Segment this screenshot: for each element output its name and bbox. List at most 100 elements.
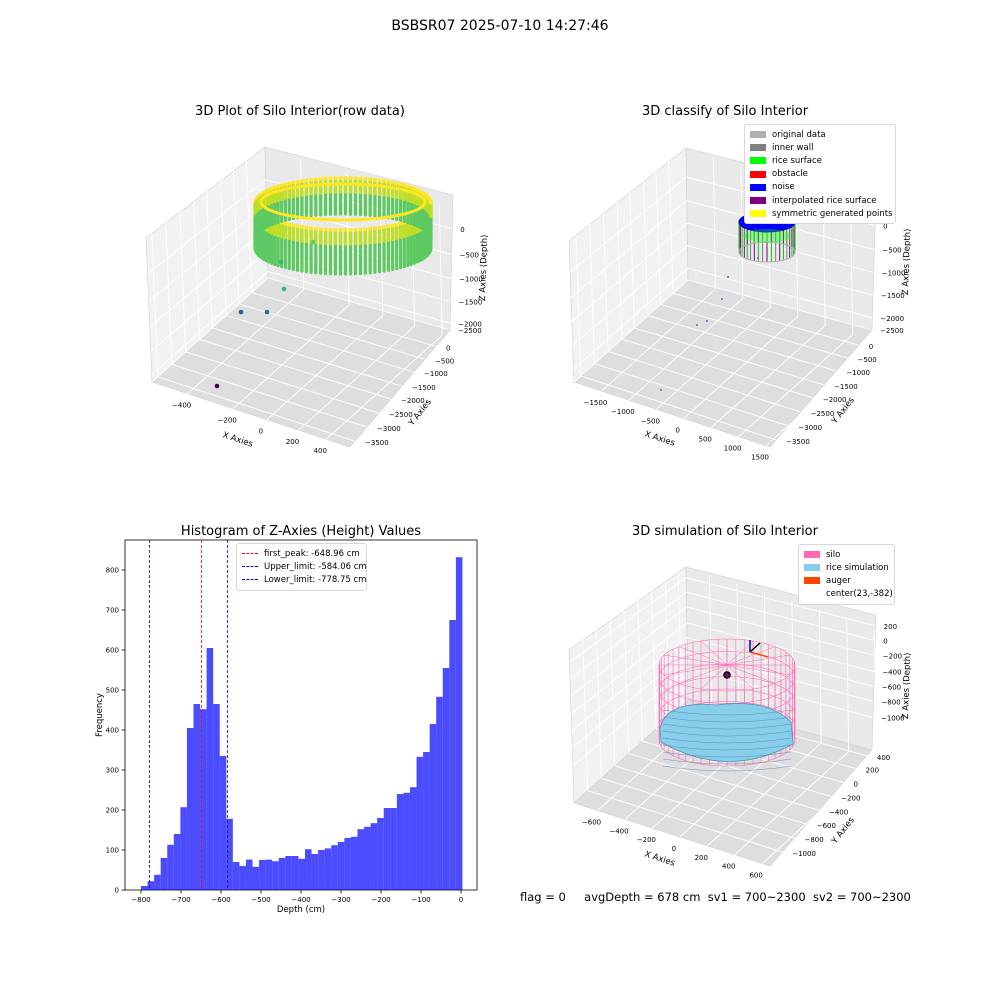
chart1-ylabel: Y Axies xyxy=(406,397,434,429)
y-tick-label: −200 xyxy=(841,794,860,802)
surface-point xyxy=(429,202,433,206)
histogram-bar xyxy=(318,850,325,890)
histogram-bar xyxy=(350,836,358,890)
histogram-bar xyxy=(429,724,437,890)
surface-point xyxy=(295,179,300,184)
surface-point xyxy=(394,181,399,186)
y-tick-label: −2000 xyxy=(823,396,847,404)
silo-ring xyxy=(658,713,796,767)
outlier-point xyxy=(278,259,284,265)
legend-swatch xyxy=(750,197,766,205)
center-marker-inner xyxy=(724,672,730,678)
surface-point xyxy=(276,184,281,189)
surface-point xyxy=(377,178,382,183)
legend-line xyxy=(242,579,258,581)
surface-point xyxy=(394,222,399,227)
y-gridline-wall xyxy=(589,222,595,364)
histogram-bar xyxy=(272,861,279,890)
surface-point xyxy=(283,221,288,226)
chart1-tick-labels: −400−20002004000−500−1000−1500−2000−2500… xyxy=(172,226,483,455)
surface-point xyxy=(313,177,318,182)
silo-roof-wire xyxy=(726,664,776,684)
y-gridline-wall xyxy=(575,234,582,376)
surface-point xyxy=(264,189,269,194)
histogram-bar xyxy=(324,848,332,890)
surface-point xyxy=(259,191,264,196)
surface-point xyxy=(283,182,288,187)
histogram-bar xyxy=(436,696,443,890)
y-tick-label: 600 xyxy=(106,647,119,655)
rice-mesh-line xyxy=(662,758,792,765)
x-gridline xyxy=(765,211,881,447)
y-tick-label: −3500 xyxy=(786,438,810,446)
surface-point xyxy=(422,212,427,217)
histogram-bar xyxy=(442,668,450,890)
z-tick-label: −500 xyxy=(882,247,901,255)
z-tick-label: −1000 xyxy=(881,715,905,723)
legend-entry: inner wall xyxy=(750,141,890,154)
surface-point xyxy=(419,213,424,218)
histogram-bar xyxy=(291,856,299,890)
silo-roof-wire xyxy=(726,654,790,666)
surface-rim xyxy=(259,182,427,222)
chart1-points xyxy=(214,176,433,389)
legend-entry: Lower_limit: -778.75 cm xyxy=(242,573,366,586)
legend-swatch xyxy=(750,131,766,139)
surface-point xyxy=(386,179,391,184)
z-gridline xyxy=(570,606,875,697)
z-gridline xyxy=(571,222,874,322)
silo-roof-wire xyxy=(678,646,728,666)
x-tick-label: 500 xyxy=(699,436,712,444)
surface-point xyxy=(253,204,258,209)
histogram-bar xyxy=(377,818,384,890)
surface-point xyxy=(253,199,258,204)
surface-point xyxy=(415,187,420,192)
z-gridline xyxy=(569,591,876,680)
x-gridline xyxy=(325,204,443,440)
surface-point xyxy=(323,176,328,181)
y-tick-label: −3000 xyxy=(377,425,401,433)
y-gridline xyxy=(238,303,426,360)
legend-label: Upper_limit: -584.06 cm xyxy=(264,561,367,572)
chart1-xlabel: X Axies xyxy=(221,430,254,449)
surface-point xyxy=(412,217,417,222)
surface-point xyxy=(402,183,407,188)
surface-point xyxy=(258,210,263,215)
surface-point xyxy=(426,196,431,201)
rice-mesh-line xyxy=(662,709,792,716)
histogram-bar xyxy=(259,860,266,890)
z-gridline xyxy=(149,227,452,328)
surface-point xyxy=(402,220,407,225)
chart4-tick-labels: −600 −400 −200 0 200 400 600 400 200 0 −200 −400 −60… xyxy=(582,623,905,880)
y-gridline xyxy=(157,376,356,442)
surface-point xyxy=(304,225,309,230)
legend-swatch xyxy=(750,210,766,218)
chart3-title: Histogram of Z-Axies (Height) Values xyxy=(180,524,422,539)
x-tick-label: 400 xyxy=(314,447,327,455)
surface-point xyxy=(304,178,309,183)
chart2-zlabel: Z Axies (Depth) xyxy=(901,228,913,295)
histogram-bar xyxy=(298,858,305,890)
z-tick-label: −2500 xyxy=(880,327,904,335)
legend-entry: obstacle xyxy=(750,168,890,181)
z-tick-label: 200 xyxy=(884,623,897,631)
y-tick-label: 300 xyxy=(106,767,119,775)
legend-entry: first_peak: -648.96 cm xyxy=(242,547,361,560)
y-tick-label: 200 xyxy=(106,807,119,815)
surface-point xyxy=(427,206,432,211)
surface-point xyxy=(390,180,395,185)
y-gridline xyxy=(647,315,837,372)
surface-point xyxy=(309,177,314,182)
rice-mesh-line xyxy=(662,737,792,744)
surface-point xyxy=(353,227,358,232)
chart4-auger-and-center xyxy=(723,640,769,679)
y-gridline-wall xyxy=(245,148,253,293)
x-gridline xyxy=(232,173,350,409)
x-gridline xyxy=(652,592,767,829)
y-gridline-wall xyxy=(628,186,635,328)
surface-point xyxy=(279,220,284,225)
x-tick-label: −800 xyxy=(131,896,150,904)
z-gridline xyxy=(148,204,452,302)
surface-point xyxy=(358,176,363,181)
chart4-legend: silo rice simulation auger center(23,-38… xyxy=(798,544,895,605)
